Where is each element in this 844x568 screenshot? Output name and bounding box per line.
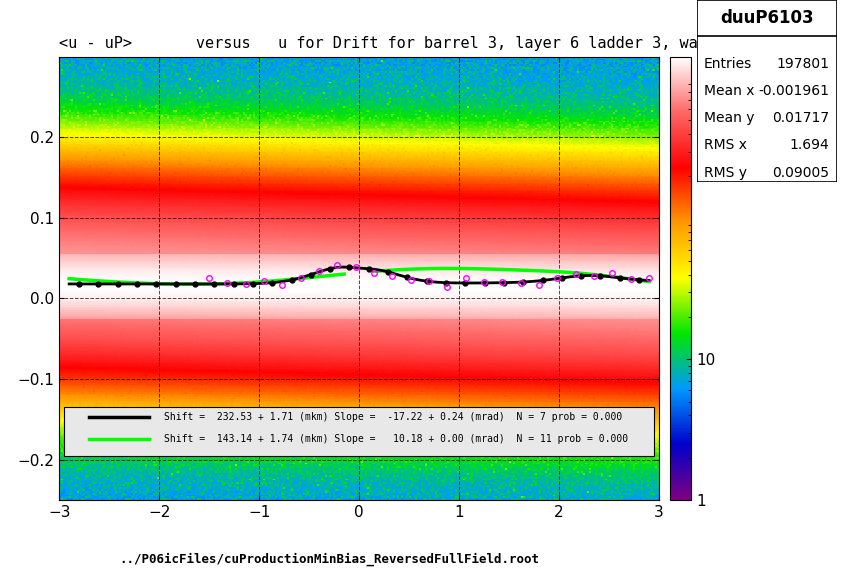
Text: RMS x: RMS x	[703, 139, 746, 152]
Text: Mean y: Mean y	[703, 111, 754, 125]
Text: Mean x: Mean x	[703, 84, 754, 98]
Bar	[64, 407, 653, 456]
Text: -0.001961: -0.001961	[758, 84, 829, 98]
Text: 0.01717: 0.01717	[771, 111, 829, 125]
Text: Shift =  232.53 + 1.71 (mkm) Slope =  -17.22 + 0.24 (mrad)  N = 7 prob = 0.000: Shift = 232.53 + 1.71 (mkm) Slope = -17.…	[164, 412, 622, 422]
Text: 197801: 197801	[776, 57, 829, 70]
Text: 1.694: 1.694	[789, 139, 829, 152]
Text: duuP6103: duuP6103	[719, 9, 813, 27]
Text: ../P06icFiles/cuProductionMinBias_ReversedFullField.root: ../P06icFiles/cuProductionMinBias_Revers…	[119, 552, 539, 566]
Text: 0.09005: 0.09005	[771, 166, 829, 179]
Bar	[696, 0, 836, 36]
Text: RMS y: RMS y	[703, 166, 746, 179]
Text: <u - uP>       versus   u for Drift for barrel 3, layer 6 ladder 3, wafer 1: <u - uP> versus u for Drift for barrel 3…	[59, 36, 743, 52]
Text: Entries: Entries	[703, 57, 751, 70]
Text: Shift =  143.14 + 1.74 (mkm) Slope =   10.18 + 0.00 (mrad)  N = 11 prob = 0.000: Shift = 143.14 + 1.74 (mkm) Slope = 10.1…	[164, 435, 628, 444]
